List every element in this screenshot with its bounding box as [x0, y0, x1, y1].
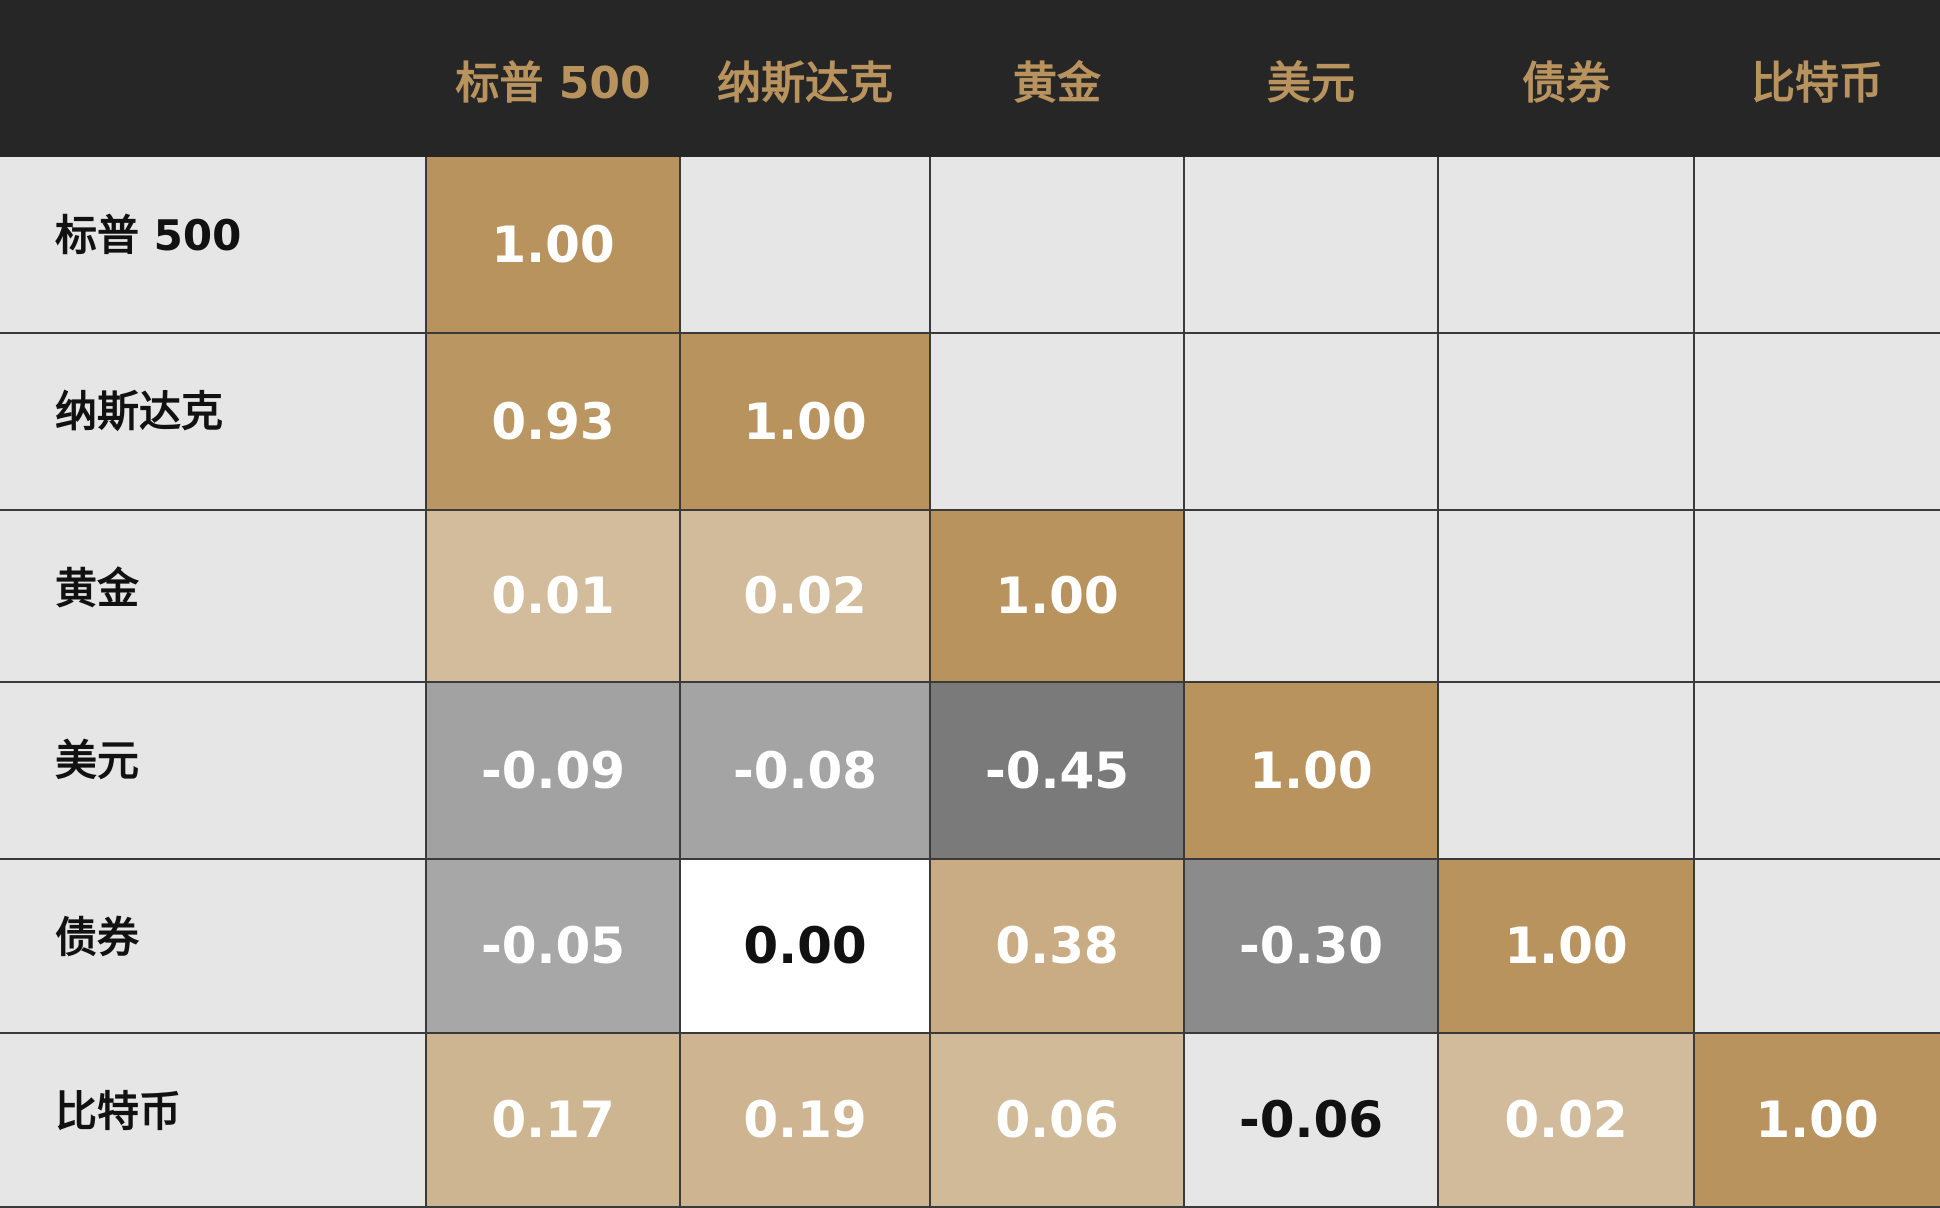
grid-line-horizontal: [0, 858, 1940, 860]
column-header: 纳斯达克: [717, 57, 893, 109]
grid-line-vertical: [1183, 157, 1185, 1207]
heatmap-cell: -0.05: [426, 859, 680, 1033]
column-header: 黄金: [1013, 57, 1101, 109]
heatmap-cell: 1.00: [680, 333, 930, 510]
grid-line-vertical: [929, 157, 931, 1207]
heatmap-cell: 0.38: [930, 859, 1184, 1033]
row-header: 比特币: [55, 1087, 182, 1136]
row-header: 美元: [55, 736, 140, 785]
heatmap-cell: -0.09: [426, 682, 680, 859]
row-header: 标普 500: [55, 211, 242, 260]
row-header: 债券: [55, 913, 140, 962]
heatmap-cell: 0.19: [680, 1033, 930, 1207]
grid-line-horizontal: [0, 1032, 1940, 1034]
column-header: 债券: [1522, 57, 1610, 109]
grid-line-vertical: [1693, 157, 1695, 1207]
grid-line-horizontal: [0, 332, 1940, 334]
grid-line-vertical: [1437, 157, 1439, 1207]
grid-line-horizontal: [0, 509, 1940, 511]
header-bar: [0, 0, 1940, 157]
heatmap-cell: 0.02: [680, 510, 930, 682]
heatmap-cell: 0.00: [680, 859, 930, 1033]
heatmap-cell: 1.00: [1694, 1033, 1940, 1207]
column-header: 标普 500: [455, 57, 651, 109]
row-header: 纳斯达克: [55, 387, 224, 436]
column-header: 比特币: [1751, 57, 1883, 109]
heatmap-cell: 0.02: [1438, 1033, 1694, 1207]
heatmap-cell: -0.45: [930, 682, 1184, 859]
column-header: 美元: [1267, 57, 1355, 109]
heatmap-cell: 1.00: [426, 157, 680, 333]
heatmap-cell: -0.08: [680, 682, 930, 859]
grid-line-vertical: [679, 157, 681, 1207]
grid-line-vertical: [425, 157, 427, 1207]
row-header: 黄金: [55, 564, 140, 613]
heatmap-cell: 0.93: [426, 333, 680, 510]
heatmap-cell: -0.30: [1184, 859, 1438, 1033]
heatmap-cell: 0.06: [930, 1033, 1184, 1207]
heatmap-cell: 0.01: [426, 510, 680, 682]
heatmap-cell: 1.00: [1184, 682, 1438, 859]
heatmap-cell: 1.00: [1438, 859, 1694, 1033]
heatmap-cell: 0.17: [426, 1033, 680, 1207]
grid-line-horizontal: [0, 681, 1940, 683]
heatmap-cell: -0.06: [1184, 1033, 1438, 1207]
heatmap-cell: 1.00: [930, 510, 1184, 682]
